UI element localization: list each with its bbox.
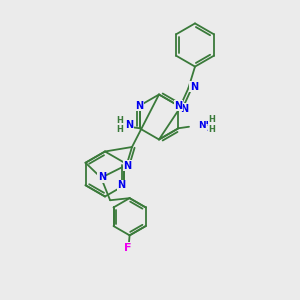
- Text: H: H: [117, 125, 124, 134]
- Text: N: N: [136, 101, 144, 111]
- Text: F: F: [124, 243, 132, 253]
- Text: N: N: [190, 82, 198, 92]
- Text: NH: NH: [198, 121, 213, 130]
- Text: 2: 2: [206, 124, 212, 133]
- Text: H: H: [208, 116, 215, 124]
- Text: N: N: [174, 101, 182, 111]
- Text: N: N: [125, 120, 133, 130]
- Text: N: N: [123, 160, 131, 171]
- Text: H: H: [208, 125, 215, 134]
- Text: N: N: [180, 103, 188, 114]
- Text: N: N: [117, 180, 125, 190]
- Text: H: H: [117, 116, 124, 125]
- Text: N: N: [98, 172, 106, 182]
